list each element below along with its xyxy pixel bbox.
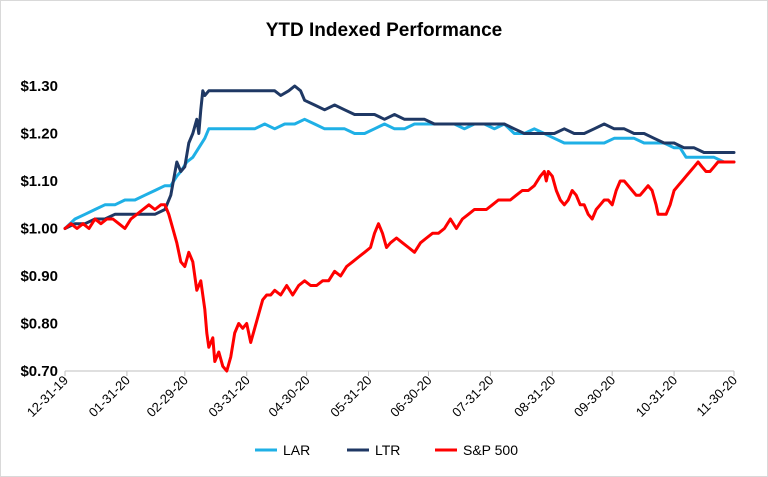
x-tick-label: 02-29-20 — [144, 373, 191, 420]
legend-label-lar: LAR — [283, 442, 310, 458]
series-line-s-p-500 — [63, 160, 736, 373]
legend-label-s-p-500: S&P 500 — [463, 442, 518, 458]
series-line-ltr — [63, 84, 736, 230]
series-layer — [63, 84, 736, 373]
x-tick-label: 07-31-20 — [449, 373, 496, 420]
chart-title: YTD Indexed Performance — [266, 20, 503, 41]
y-tick-label: $1.30 — [20, 78, 58, 95]
x-tick-label: 05-31-20 — [327, 373, 374, 420]
y-tick-label: $0.80 — [20, 316, 58, 333]
y-axis: $0.70 $0.80 $0.90 $1.00 $1.10 $1.20 $1.30 — [20, 78, 58, 380]
y-tick-label: $1.10 — [20, 173, 58, 190]
x-tick-label: 09-30-20 — [571, 373, 618, 420]
y-tick-label: $0.70 — [20, 363, 58, 380]
x-tick-label: 03-31-20 — [205, 373, 252, 420]
x-tick-label: 10-31-20 — [633, 373, 680, 420]
y-tick-label: $0.90 — [20, 268, 58, 285]
series-line-lar — [63, 117, 736, 230]
legend: LAR LTR S&P 500 — [255, 442, 518, 458]
x-tick-label: 08-31-20 — [511, 373, 558, 420]
y-tick-label: $1.20 — [20, 126, 58, 143]
x-tick-label: 04-30-20 — [265, 373, 312, 420]
x-tick-label: 01-31-20 — [86, 373, 133, 420]
x-tick-label: 06-30-20 — [387, 373, 434, 420]
x-axis: 12-31-19 01-31-20 02-29-20 03-31-20 04-30-20… — [24, 370, 740, 420]
x-tick-label: 11-30-20 — [693, 373, 740, 420]
legend-label-ltr: LTR — [375, 442, 400, 458]
y-tick-label: $1.00 — [20, 221, 58, 238]
